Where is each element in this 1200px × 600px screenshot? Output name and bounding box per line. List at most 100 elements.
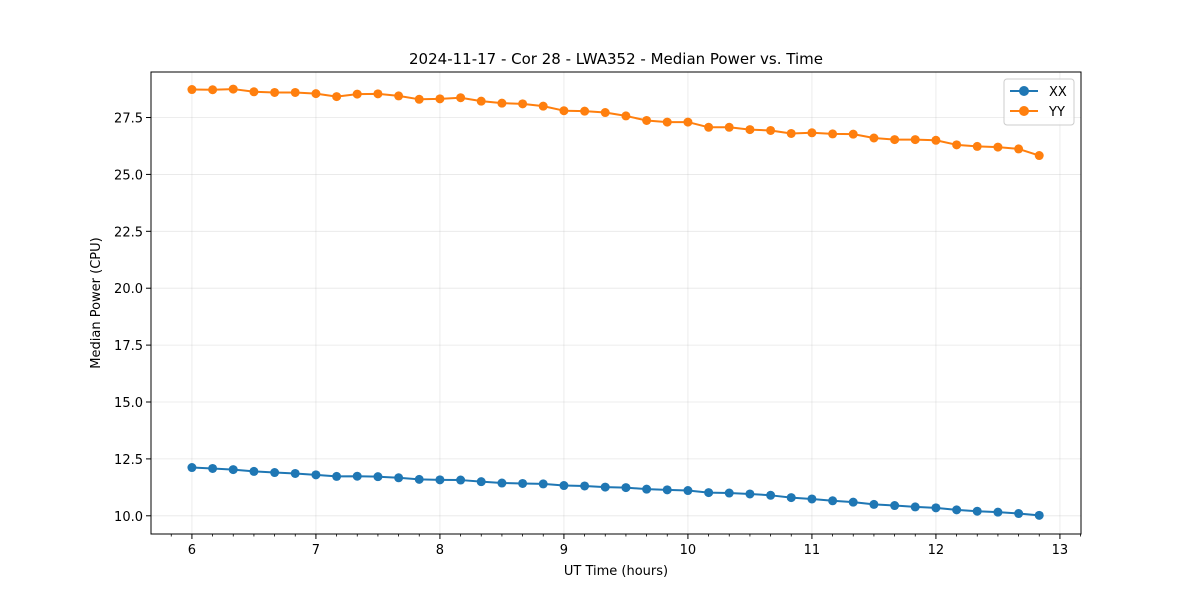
data-point-xx: [704, 488, 714, 498]
y-tick-label: 27.5: [114, 112, 143, 127]
data-point-xx: [600, 482, 610, 492]
y-tick-label: 17.5: [114, 339, 143, 354]
y-axis-label: Median Power (CPU): [89, 237, 104, 368]
data-point-xx: [972, 506, 982, 516]
data-point-yy: [662, 117, 672, 127]
data-point-xx: [518, 478, 528, 488]
data-point-xx: [766, 490, 776, 500]
data-point-yy: [972, 141, 982, 151]
data-point-xx: [683, 486, 693, 496]
data-point-yy: [621, 111, 631, 121]
data-point-xx: [807, 494, 817, 504]
data-point-yy: [724, 122, 734, 132]
y-tick-label: 10.0: [114, 510, 143, 525]
data-point-xx: [1014, 509, 1024, 519]
legend-marker-yy: [1019, 106, 1029, 116]
data-point-xx: [869, 499, 879, 509]
data-point-yy: [352, 89, 362, 99]
legend-marker-xx: [1019, 86, 1029, 96]
data-point-yy: [890, 135, 900, 145]
series-xx: [187, 463, 1044, 520]
data-point-yy: [1014, 144, 1024, 154]
data-point-yy: [828, 129, 838, 139]
series-yy: [187, 84, 1044, 161]
data-point-yy: [290, 87, 300, 97]
data-point-yy: [704, 122, 714, 132]
data-point-yy: [952, 140, 962, 150]
x-tick-label: 8: [436, 543, 444, 558]
data-point-yy: [559, 106, 569, 116]
legend-label-yy: YY: [1048, 105, 1065, 120]
data-point-xx: [952, 505, 962, 515]
data-point-xx: [931, 503, 941, 513]
data-point-yy: [270, 87, 280, 97]
data-point-xx: [414, 474, 424, 484]
data-point-xx: [621, 483, 631, 493]
data-point-xx: [724, 488, 734, 498]
data-point-xx: [228, 465, 238, 475]
data-point-yy: [414, 94, 424, 104]
x-tick-label: 7: [312, 543, 320, 558]
data-point-xx: [993, 507, 1003, 517]
data-point-yy: [208, 85, 218, 95]
data-point-xx: [745, 489, 755, 499]
plot-frame: [150, 71, 1082, 535]
x-tick-label: 12: [928, 543, 945, 558]
data-point-xx: [786, 493, 796, 503]
y-tick-label: 20.0: [114, 282, 143, 297]
series-layer: [187, 84, 1044, 520]
data-point-xx: [476, 477, 486, 487]
data-point-xx: [435, 475, 445, 485]
data-point-yy: [1034, 151, 1044, 161]
data-point-xx: [642, 484, 652, 494]
data-point-yy: [249, 87, 259, 97]
y-tick-label: 22.5: [114, 225, 143, 240]
data-point-yy: [187, 85, 197, 95]
data-point-yy: [807, 128, 817, 138]
data-point-yy: [394, 91, 404, 101]
legend: XX YY: [1003, 78, 1075, 126]
data-point-yy: [766, 125, 776, 135]
data-point-xx: [394, 473, 404, 483]
data-point-xx: [580, 481, 590, 491]
data-point-yy: [332, 92, 342, 102]
data-point-xx: [249, 466, 259, 476]
data-point-yy: [910, 135, 920, 145]
data-point-yy: [786, 128, 796, 138]
data-point-yy: [993, 142, 1003, 152]
data-point-yy: [373, 89, 383, 99]
data-point-xx: [559, 481, 569, 491]
data-point-xx: [352, 471, 362, 481]
data-point-xx: [1034, 510, 1044, 520]
data-point-yy: [931, 135, 941, 145]
y-tick-label: 25.0: [114, 168, 143, 183]
grid: [151, 72, 1081, 534]
data-point-xx: [373, 472, 383, 482]
data-point-xx: [456, 475, 466, 485]
data-point-yy: [848, 129, 858, 139]
y-tick-label: 12.5: [114, 453, 143, 468]
data-point-yy: [538, 101, 548, 111]
data-point-yy: [600, 108, 610, 118]
data-point-xx: [311, 470, 321, 480]
data-point-yy: [497, 98, 507, 108]
data-point-xx: [662, 485, 672, 495]
x-axis-label: UT Time (hours): [564, 564, 668, 579]
data-point-yy: [311, 89, 321, 99]
x-tick-label: 9: [560, 543, 568, 558]
data-point-xx: [890, 501, 900, 511]
data-point-yy: [580, 106, 590, 116]
x-tick-label: 10: [680, 543, 697, 558]
data-point-xx: [538, 479, 548, 489]
data-point-yy: [476, 96, 486, 106]
data-point-xx: [270, 468, 280, 478]
x-tick-label: 13: [1052, 543, 1069, 558]
plot-area: [151, 72, 1081, 534]
data-point-xx: [290, 468, 300, 478]
data-point-yy: [518, 99, 528, 109]
data-point-xx: [497, 478, 507, 488]
y-axis: 10.0 12.5 15.0 17.5 20.0 22.5 25.0 27.5: [114, 112, 151, 525]
chart-title: 2024-11-17 - Cor 28 - LWA352 - Median Po…: [409, 50, 823, 68]
data-point-yy: [435, 94, 445, 104]
data-point-xx: [208, 463, 218, 473]
